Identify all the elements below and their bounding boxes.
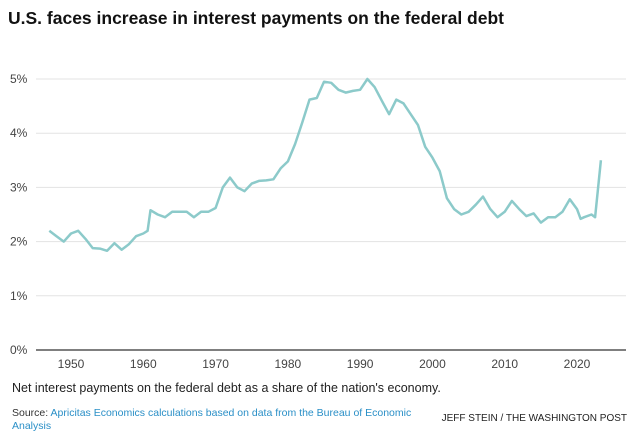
x-tick-label: 1960 [130,357,157,371]
chart-title: U.S. faces increase in interest payments… [8,8,504,28]
y-tick-label: 4% [10,126,28,140]
credit: JEFF STEIN / THE WASHINGTON POST [441,413,627,424]
x-tick-label: 1980 [275,357,302,371]
x-tick-label: 1990 [347,357,374,371]
x-tick-label: 2020 [564,357,591,371]
y-tick-label: 1% [10,289,28,303]
y-tick-label: 0% [10,343,28,357]
x-tick-label: 1970 [202,357,229,371]
series-line [48,77,603,253]
source-label: Source: [12,407,49,419]
source-note: Source: Apricitas Economics calculations… [12,407,432,433]
y-tick-label: 3% [10,180,28,194]
line-chart: 0% 1% 2% 3% 4% 5% 1950 1960 1970 1980 1990 2000 2010… [10,72,626,371]
chart-caption: Net interest payments on the federal deb… [12,381,441,395]
x-tick-label: 1950 [58,357,85,371]
x-tick-label: 2010 [491,357,518,371]
source-link[interactable]: Apricitas Economics calculations based o… [12,407,412,432]
y-tick-label: 5% [10,72,28,86]
x-tick-label: 2000 [419,357,446,371]
y-tick-label: 2% [10,235,28,249]
